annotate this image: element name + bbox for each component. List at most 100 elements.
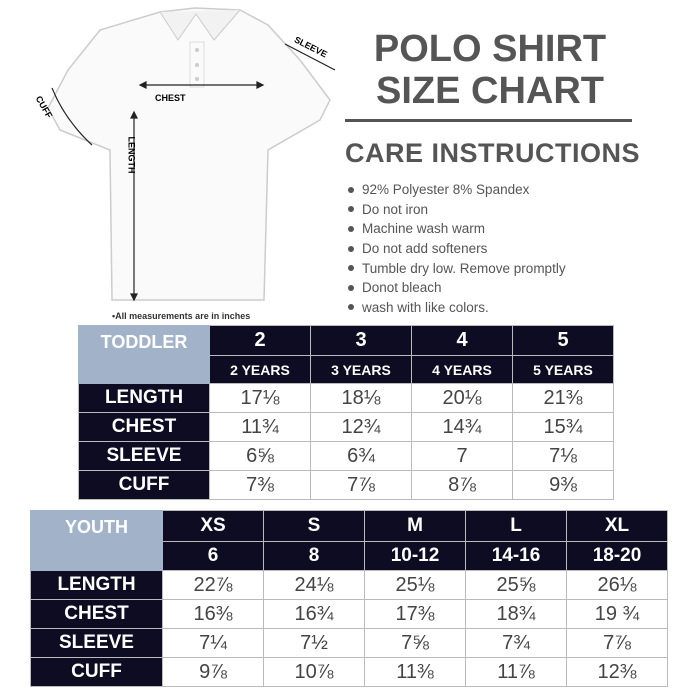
row-label: CHEST: [30, 599, 163, 629]
bullet-icon: [348, 284, 354, 291]
measurement-cell: 7½: [263, 628, 365, 658]
care-item: 92% Polyester 8% Spandex: [348, 180, 566, 200]
care-item: wash with like colors.: [348, 298, 566, 318]
size-header: 3: [310, 325, 412, 356]
table-row: LENGTH 17⅛ 18⅛ 20⅛ 21⅜: [78, 383, 614, 413]
care-item-text: 92% Polyester 8% Spandex: [362, 182, 530, 198]
care-item-text: Machine wash warm: [362, 221, 486, 237]
page-title: POLO SHIRT SIZE CHART: [340, 28, 640, 112]
age-header: 14-16: [465, 541, 567, 571]
care-item-text: Tumble dry low. Remove promptly: [362, 260, 566, 276]
table-row: CUFF 9⅞ 10⅞ 11⅜ 11⅞ 12⅜: [30, 657, 668, 687]
measurement-cell: 10⅞: [263, 657, 365, 687]
measurement-cell: 15¾: [512, 412, 614, 442]
measurement-cell: 7¼: [162, 628, 264, 658]
bullet-icon: [348, 225, 354, 232]
toddler-size-table: TODDLER 2 3 4 5 2 YEARS 3 YEARS 4 YEARS 5 YEARS L…: [78, 325, 614, 500]
care-item-text: Do not iron: [362, 201, 429, 217]
size-header: L: [465, 510, 567, 542]
measurement-cell: 26⅛: [566, 570, 668, 600]
measurement-cell: 22⅞: [162, 570, 264, 600]
measurement-cell: 17⅜: [364, 599, 466, 629]
title-divider: [345, 119, 632, 122]
measurement-cell: 7⅝: [364, 628, 466, 658]
measurement-cell: 20⅛: [411, 383, 513, 413]
size-header: XL: [566, 510, 668, 542]
size-header: M: [364, 510, 466, 542]
bullet-icon: [348, 245, 354, 252]
polo-shirt-illustration: [47, 7, 336, 302]
measurement-cell: 7: [411, 441, 513, 471]
youth-size-table: YOUTH XS S M L XL 6 8 10-12 14-16 18-20 LENGTH 22⅞ 24…: [30, 510, 668, 687]
measurement-cell: 16¾: [263, 599, 365, 629]
measurement-cell: 6⅝: [209, 441, 311, 471]
measurement-cell: 18¾: [465, 599, 567, 629]
row-label: SLEEVE: [30, 628, 163, 658]
measurement-cell: 11⅞: [465, 657, 567, 687]
row-label: SLEEVE: [78, 441, 210, 471]
measurement-cell: 7⅞: [310, 470, 412, 500]
measurement-cell: 7⅛: [512, 441, 614, 471]
care-item: Do not add softeners: [348, 239, 566, 259]
age-header: 2 YEARS: [209, 355, 311, 384]
care-item-text: wash with like colors.: [362, 299, 489, 315]
measurement-cell: 14¾: [411, 412, 513, 442]
youth-label: YOUTH: [30, 510, 163, 571]
care-title: CARE INSTRUCTIONS: [345, 138, 641, 168]
table-row: CHEST 11¾ 12¾ 14¾ 15¾: [78, 412, 614, 442]
bullet-icon: [348, 206, 354, 213]
care-item: Donot bleach: [348, 278, 566, 298]
age-header: 5 YEARS: [512, 355, 614, 384]
measurement-cell: 7⅞: [566, 628, 668, 658]
bullet-icon: [348, 265, 354, 272]
table-row: CUFF 7⅜ 7⅞ 8⅞ 9⅜: [78, 470, 614, 500]
row-label: CUFF: [30, 657, 163, 687]
measurement-cell: 16⅜: [162, 599, 264, 629]
age-header: 4 YEARS: [411, 355, 513, 384]
bullet-icon: [348, 304, 354, 311]
care-item: Tumble dry low. Remove promptly: [348, 258, 566, 278]
table-row: LENGTH 22⅞ 24⅛ 25⅛ 25⅝ 26⅛: [30, 570, 668, 600]
table-row: CHEST 16⅜ 16¾ 17⅜ 18¾ 19 ¾: [30, 599, 668, 629]
size-header: S: [263, 510, 365, 542]
age-header: 10-12: [364, 541, 466, 571]
length-label: LENGTH: [126, 136, 137, 174]
measurement-cell: 19 ¾: [566, 599, 668, 629]
measurement-cell: 9⅜: [512, 470, 614, 500]
size-header: 5: [512, 325, 614, 356]
chest-label: CHEST: [155, 93, 186, 103]
size-header: XS: [162, 510, 264, 542]
age-header: 8: [263, 541, 365, 571]
care-item-text: Do not add softeners: [362, 241, 488, 257]
measurement-cell: 17⅛: [209, 383, 311, 413]
row-label: LENGTH: [78, 383, 210, 413]
measurement-cell: 25⅛: [364, 570, 466, 600]
care-item-text: Donot bleach: [362, 280, 442, 296]
age-header: 3 YEARS: [310, 355, 412, 384]
size-header: 4: [411, 325, 513, 356]
age-header: 18-20: [566, 541, 668, 571]
measurement-cell: 24⅛: [263, 570, 365, 600]
measurement-cell: 6¾: [310, 441, 412, 471]
row-label: LENGTH: [30, 570, 163, 600]
measurement-cell: 12¾: [310, 412, 412, 442]
measurement-cell: 11¾: [209, 412, 311, 442]
measurement-note: •All measurements are in inches: [112, 311, 251, 321]
measurement-cell: 9⅞: [162, 657, 264, 687]
care-item: Machine wash warm: [348, 219, 566, 239]
measurement-cell: 12⅜: [566, 657, 668, 687]
bullet-icon: [348, 186, 354, 193]
age-header: 6: [162, 541, 264, 571]
measurement-cell: 8⅞: [411, 470, 513, 500]
measurement-cell: 21⅜: [512, 383, 614, 413]
row-label: CHEST: [78, 412, 210, 442]
size-header: 2: [209, 325, 311, 356]
toddler-label: TODDLER: [78, 325, 210, 384]
care-item: Do not iron: [348, 200, 566, 220]
table-row: SLEEVE 7¼ 7½ 7⅝ 7¾ 7⅞: [30, 628, 668, 658]
measurement-cell: 11⅜: [364, 657, 466, 687]
measurement-cell: 18⅛: [310, 383, 412, 413]
care-list: 92% Polyester 8% Spandex Do not iron Mac…: [348, 180, 566, 317]
title-line-1: POLO SHIRT: [373, 28, 607, 70]
title-line-2: SIZE CHART: [376, 70, 604, 112]
